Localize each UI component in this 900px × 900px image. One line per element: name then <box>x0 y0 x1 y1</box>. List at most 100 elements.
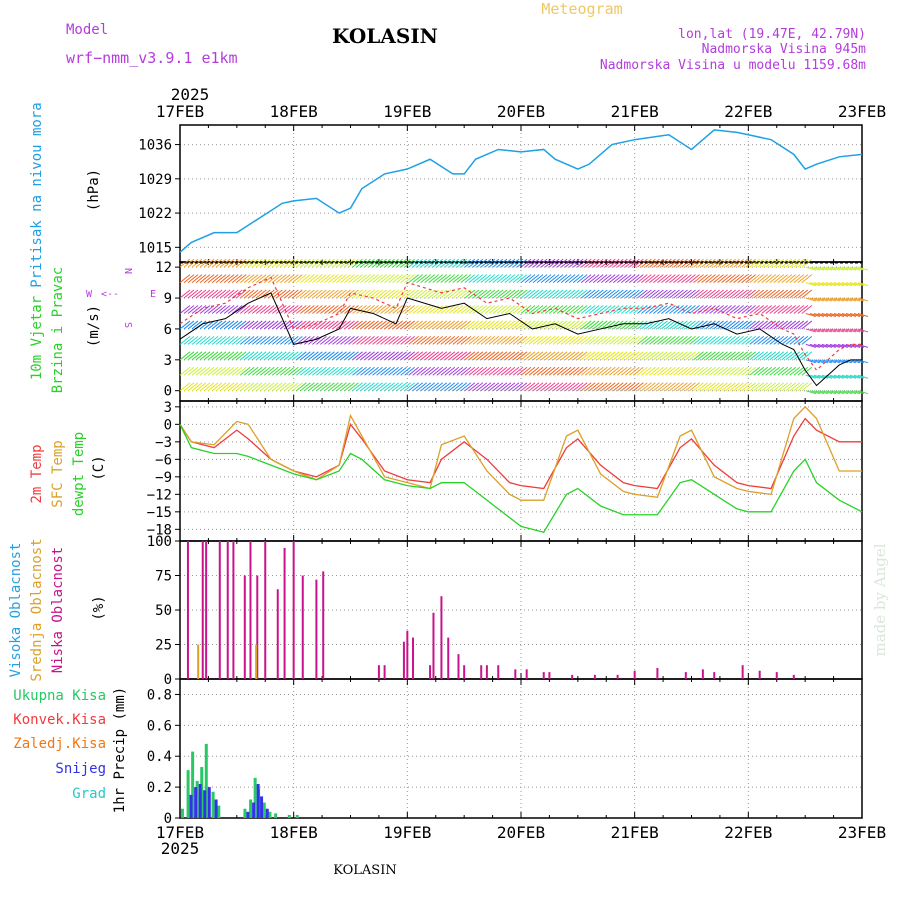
wind-barb <box>797 274 809 283</box>
wind-barb <box>199 289 211 299</box>
wind-barb <box>468 274 480 283</box>
wind-barb <box>484 320 496 330</box>
wind-barb <box>841 297 853 302</box>
wind-barb <box>456 274 468 283</box>
wind-barb <box>673 289 684 299</box>
wind-barb <box>444 289 456 299</box>
wind-barb <box>504 258 516 268</box>
wind-barb <box>263 351 275 361</box>
wind-barb <box>576 351 588 361</box>
wind-barb <box>572 258 584 268</box>
wind-barb <box>552 305 564 314</box>
wind-barb <box>516 382 528 392</box>
bottom-date-label: 17FEB <box>156 823 204 842</box>
wind-barb <box>705 289 716 299</box>
wind-barb <box>805 343 816 348</box>
wind-barb <box>472 305 484 314</box>
wind-barb <box>753 320 764 330</box>
wind-barb <box>653 258 664 268</box>
wind-barb <box>729 274 740 283</box>
wind-barb <box>641 382 652 392</box>
wind-barb <box>600 335 612 345</box>
wind-barb <box>368 366 379 376</box>
wind-barb <box>817 297 829 302</box>
wind-barb <box>556 274 568 283</box>
wind-barb <box>211 320 223 330</box>
precip-snow-bar <box>265 808 269 818</box>
wind-barb <box>777 335 789 345</box>
wind-barb <box>713 305 724 314</box>
wind-barb <box>564 335 576 345</box>
wind-barb <box>689 289 700 299</box>
wind-barb <box>548 289 560 299</box>
wind-barb <box>564 382 576 392</box>
wind-barb <box>520 382 532 392</box>
wind-barb <box>584 366 596 376</box>
wind-barb <box>396 274 407 283</box>
wind-barb <box>492 305 504 314</box>
wind-barb <box>480 274 492 283</box>
wind-barb <box>388 305 399 314</box>
wind-barb <box>344 382 355 392</box>
wind-barb <box>789 274 801 283</box>
wind-barb <box>665 274 676 283</box>
wind-barb <box>283 274 295 283</box>
wind-barb <box>328 305 339 314</box>
wind-barb <box>516 305 528 314</box>
wind-barb <box>348 382 359 392</box>
wind-barb <box>572 351 584 361</box>
wind-barb <box>440 335 452 345</box>
wind-barb <box>741 382 752 392</box>
wind-barb <box>588 382 600 392</box>
wind-barb <box>709 305 720 314</box>
wind-barb <box>608 258 620 268</box>
wind-barb <box>396 320 407 330</box>
wind-barb <box>673 351 684 361</box>
wind-barb <box>588 258 600 268</box>
wind-barb <box>512 274 524 283</box>
top-date-label: 19FEB <box>383 102 431 121</box>
wind-barb <box>344 351 355 361</box>
wind-barb <box>179 351 191 361</box>
wind-barb <box>829 374 841 379</box>
wind-barb <box>243 305 255 314</box>
wind-barb <box>536 351 548 361</box>
wind-barb <box>841 328 853 333</box>
wind-barb <box>661 305 672 314</box>
wind-barb <box>821 359 833 364</box>
wind-barb <box>548 382 560 392</box>
wind-barb <box>685 382 696 392</box>
wind-barb <box>797 351 809 361</box>
wind-barb <box>456 351 468 361</box>
wind-barb <box>857 313 869 317</box>
wind-barb <box>508 351 520 361</box>
wind-barb <box>793 289 805 299</box>
wind-barb <box>179 274 191 283</box>
wind-barb <box>673 366 684 376</box>
wind-barb <box>584 289 596 299</box>
wind-barb <box>452 320 464 330</box>
wind-barb <box>733 351 744 361</box>
wind-barb <box>560 274 572 283</box>
wind-barb <box>428 274 440 283</box>
wind-barb <box>476 320 488 330</box>
wind-barb <box>705 335 716 345</box>
wind-barb <box>604 382 616 392</box>
wind-barb <box>476 289 488 299</box>
wind-barb <box>620 289 632 299</box>
temp-label-sfc: SFC Temp <box>50 440 66 507</box>
temperature-tick-label: −18 <box>147 522 172 538</box>
wind-tick-label: 0 <box>164 384 172 400</box>
wind-barb <box>769 305 781 314</box>
wind-barb <box>604 289 616 299</box>
wind-barb <box>753 258 764 268</box>
wind-barb <box>360 289 371 299</box>
wind-barb <box>781 382 793 392</box>
wind-barb <box>460 382 472 392</box>
wind-barb <box>801 305 813 314</box>
wind-barb <box>576 274 588 283</box>
wind-barb <box>512 320 524 330</box>
wind-barb <box>320 351 331 361</box>
wind-barb <box>544 351 556 361</box>
wind-barb <box>793 258 805 268</box>
